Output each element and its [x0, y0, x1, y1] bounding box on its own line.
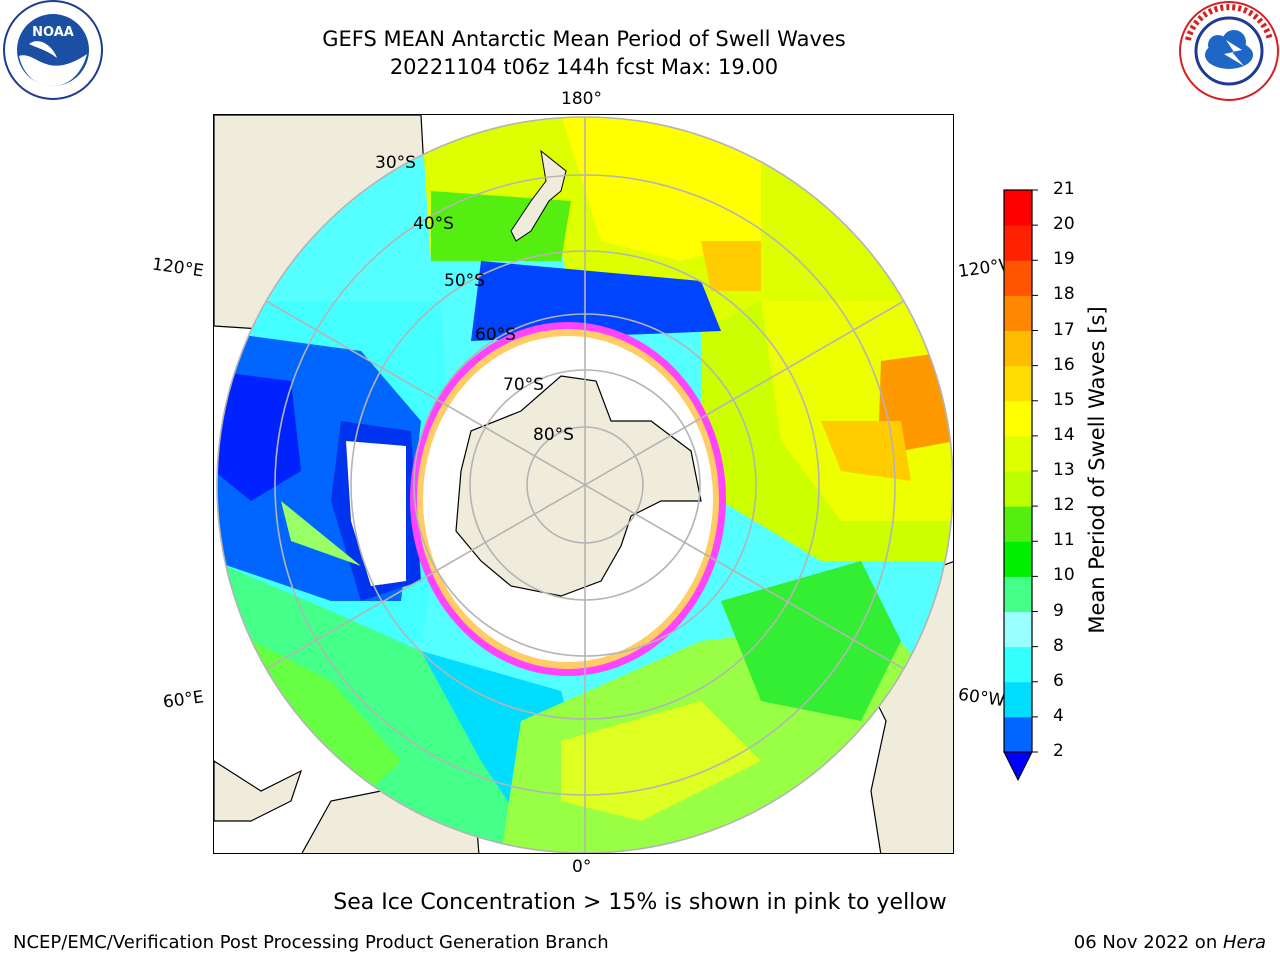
colorbar-segment	[1004, 330, 1032, 367]
colorbar-tick-label: 17	[1053, 319, 1075, 340]
sea-ice-note: Sea Ice Concentration > 15% is shown in …	[333, 890, 947, 915]
colorbar-segment	[1004, 576, 1032, 612]
lon-label-left-upper: 120°E	[150, 254, 205, 282]
colorbar-tick-label: 10	[1053, 565, 1075, 586]
colorbar-segment	[1004, 260, 1032, 296]
colorbar-label: Mean Period of Swell Waves [s]	[1085, 306, 1109, 634]
svg-text:NOAA: NOAA	[32, 25, 74, 40]
colorbar	[1003, 189, 1038, 782]
colorbar-tick-label: 6	[1053, 670, 1064, 691]
colorbar-tick-label: 2	[1053, 741, 1064, 761]
land-outer-africa	[214, 760, 303, 822]
colorbar-tick-label: 14	[1053, 424, 1075, 445]
colorbar-segment	[1004, 365, 1032, 402]
antarctica	[455, 375, 702, 597]
chart-title: GEFS MEAN Antarctic Mean Period of Swell…	[322, 27, 846, 51]
colorbar-segment	[1004, 716, 1032, 753]
lat-label-80s: 80°S	[533, 425, 574, 445]
colorbar-segment	[1004, 611, 1032, 648]
new-zealand	[510, 149, 567, 242]
footer-credit: NCEP/EMC/Verification Post Processing Pr…	[13, 932, 609, 953]
colorbar-tick-label: 11	[1053, 530, 1075, 551]
colorbar-tick-label: 21	[1053, 179, 1075, 199]
colorbar-segment	[1004, 295, 1032, 331]
colorbar-segment	[1004, 541, 1032, 577]
graticule	[216, 116, 953, 853]
colorbar-segment	[1004, 435, 1032, 472]
colorbar-tick-label: 4	[1053, 705, 1064, 726]
colorbar-segment	[1004, 506, 1032, 542]
lon-label-left-lower: 60°E	[161, 687, 206, 713]
colorbar-tick-label: 20	[1053, 214, 1075, 235]
colorbar-tick-label: 12	[1053, 495, 1075, 516]
lat-label-50s: 50°S	[444, 271, 485, 291]
colorbar-tick-label: 8	[1053, 635, 1064, 656]
colorbar-segment	[1004, 190, 1032, 226]
lat-label-40s: 40°S	[413, 214, 454, 234]
colorbar-extend-arrow	[1003, 751, 1033, 782]
colorbar-tick-label: 13	[1053, 460, 1075, 480]
colorbar-segment	[1004, 471, 1032, 507]
lat-label-60s: 60°S	[475, 325, 516, 345]
footer-date: 06 Nov 2022 on Hera	[1074, 932, 1266, 953]
colorbar-tick-label: 16	[1053, 354, 1075, 375]
map-canvas	[214, 115, 953, 853]
polar-map	[213, 114, 954, 854]
lat-label-30s: 30°S	[375, 153, 416, 173]
chart-subtitle: 20221104 t06z 144h fcst Max: 19.00	[389, 55, 779, 79]
colorbar-segment	[1004, 646, 1032, 683]
noaa-logo: NOAA	[3, 0, 103, 100]
footer-date-text: 06 Nov 2022 on	[1073, 932, 1223, 953]
colorbar-segment	[1004, 225, 1032, 261]
colorbar-tick-label: 19	[1053, 249, 1075, 270]
colorbar-tick-label: 15	[1053, 389, 1075, 410]
colorbar-tick-label: 9	[1053, 600, 1064, 621]
lon-label-bottom: 0°	[572, 857, 592, 877]
colorbar-segment	[1004, 400, 1032, 437]
lon-label-top: 180°	[561, 89, 602, 109]
lat-label-70s: 70°S	[503, 375, 544, 395]
footer-machine: Hera	[1222, 932, 1266, 953]
nws-logo	[1179, 1, 1279, 101]
colorbar-tick-label: 18	[1053, 284, 1075, 305]
colorbar-segment	[1004, 681, 1032, 718]
